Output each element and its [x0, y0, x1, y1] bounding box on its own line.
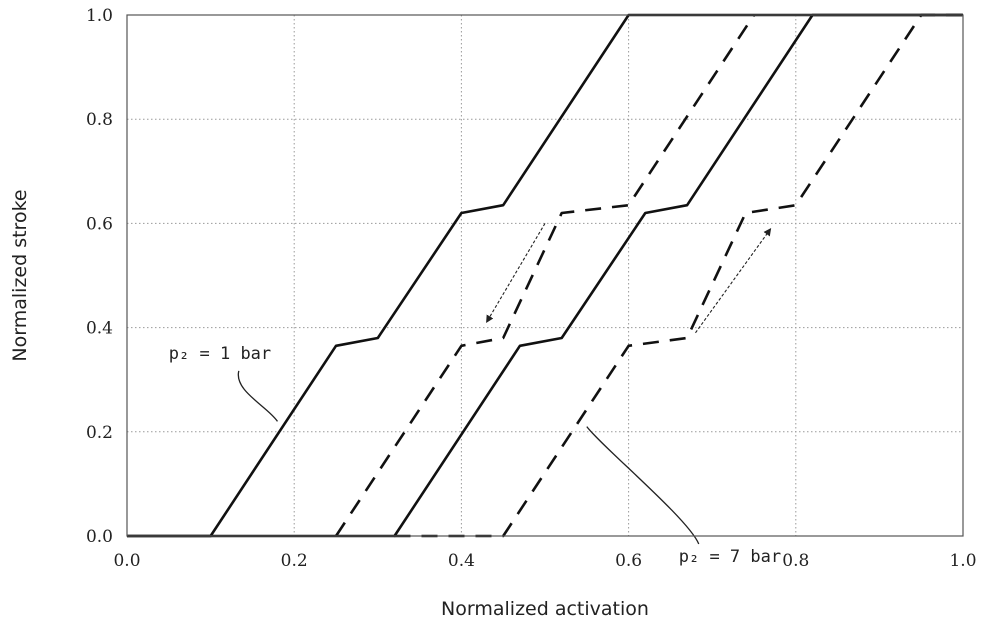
x-tick-label: 0.4 — [448, 551, 475, 571]
y-axis-label: Normalized stroke — [9, 189, 31, 361]
x-axis-label: Normalized activation — [441, 598, 649, 620]
series-line-4-dashed — [395, 15, 964, 536]
hysteresis-arrow — [695, 229, 770, 333]
plot-frame — [127, 15, 963, 536]
x-tick-label: 0.0 — [113, 551, 140, 571]
hysteresis-arrow — [486, 223, 545, 322]
series-line-3-solid — [127, 15, 963, 536]
series-line-1-solid — [127, 15, 963, 536]
x-tick-label: 0.6 — [615, 551, 642, 571]
annotation-label: p₂ = 7 bar — [679, 547, 781, 567]
x-tick-label: 1.0 — [949, 551, 976, 571]
y-tick-labels: 0.0 0.2 0.4 0.6 0.8 1.0 — [86, 6, 113, 547]
y-tick-label: 0.2 — [86, 423, 113, 443]
y-tick-label: 0.8 — [86, 110, 113, 130]
grid — [127, 15, 963, 536]
y-tick-label: 0.4 — [86, 319, 113, 339]
annotations-group: p₂ = 1 bar p₂ = 7 bar — [169, 344, 781, 567]
x-tick-label: 0.2 — [281, 551, 308, 571]
x-tick-label: 0.8 — [782, 551, 809, 571]
annotation-pointer — [587, 427, 699, 544]
x-tick-labels: 0.0 0.2 0.4 0.6 0.8 1.0 — [113, 551, 976, 571]
annotation-label: p₂ = 1 bar — [169, 344, 271, 364]
y-tick-label: 1.0 — [86, 6, 113, 26]
y-tick-label: 0.0 — [86, 527, 113, 547]
series-line-2-dashed — [336, 15, 754, 536]
annotation-pointer — [238, 371, 277, 422]
y-tick-label: 0.6 — [86, 214, 113, 234]
series-group — [127, 15, 963, 536]
